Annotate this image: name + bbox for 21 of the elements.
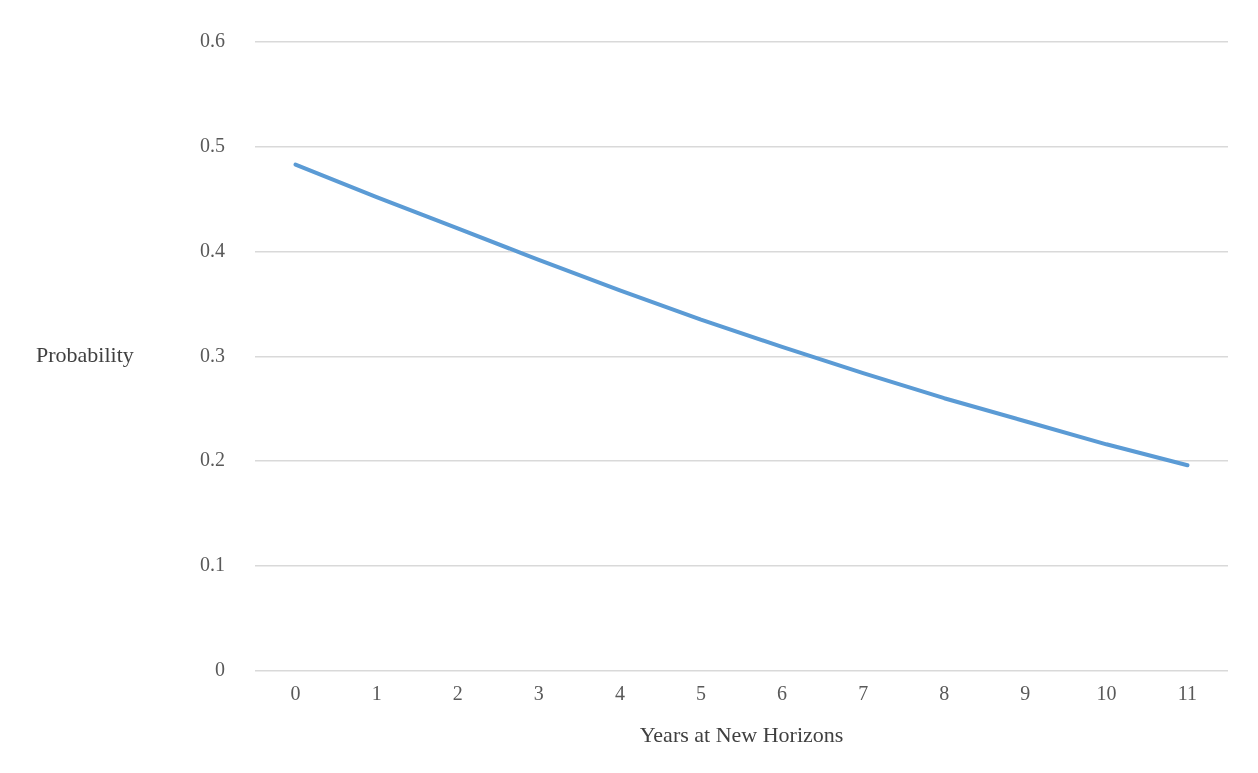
y-tick-label: 0.2 — [200, 448, 225, 471]
x-tick-label: 0 — [290, 681, 301, 704]
y-tick-label: 0.6 — [200, 29, 225, 52]
y-axis-title: Probability — [36, 342, 134, 368]
x-tick-label: 10 — [1096, 681, 1117, 704]
y-tick-label: 0.5 — [200, 134, 225, 157]
x-tick-label: 6 — [777, 681, 788, 704]
x-tick-label: 8 — [939, 681, 950, 704]
x-tick-label: 7 — [858, 681, 869, 704]
y-tick-label: 0.1 — [200, 553, 225, 576]
x-tick-label: 11 — [1177, 681, 1198, 704]
x-tick-label: 4 — [614, 681, 625, 704]
y-tick-label: 0.4 — [200, 238, 225, 261]
x-tick-label: 5 — [695, 681, 706, 704]
y-tick-label: 0.3 — [200, 343, 225, 366]
x-tick-label: 9 — [1020, 681, 1031, 704]
x-axis-title: Years at New Horizons — [639, 721, 844, 747]
x-tick-label: 3 — [533, 681, 544, 704]
x-tick-label: 2 — [452, 681, 463, 704]
y-tick-label: 0 — [215, 657, 225, 680]
x-tick-label: 1 — [371, 681, 382, 704]
